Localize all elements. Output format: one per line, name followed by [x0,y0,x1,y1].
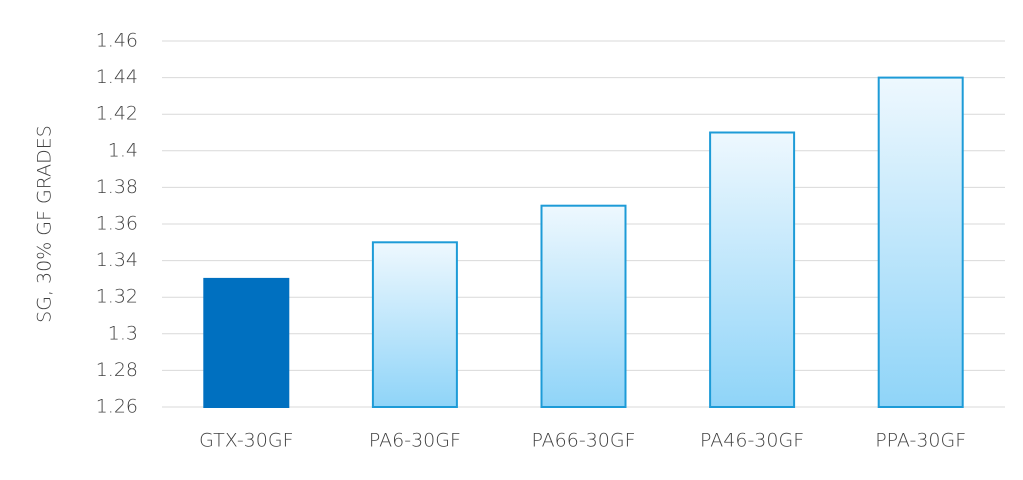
y-tick-label: 1.32 [96,286,138,308]
y-tick-label: 1.3 [108,322,138,344]
y-tick-label: 1.36 [96,213,138,235]
y-tick-label: 1.26 [96,396,138,418]
bar [877,76,964,408]
y-tick-label: 1.34 [96,249,138,271]
y-tick-label: 1.46 [96,30,138,52]
y-tick-label: 1.4 [108,139,138,161]
x-tick-label: PA66-30GF [531,430,635,452]
y-tick-label: 1.28 [96,359,138,381]
x-tick-label: PA46-30GF [700,430,804,452]
bar [371,241,458,408]
y-tick-label: 1.38 [96,176,138,198]
y-axis-label: SG, 30% GF GRADES [34,125,56,323]
y-tick-label: 1.44 [96,66,138,88]
bar [540,204,627,408]
x-tick-label: GTX-30GF [199,430,293,452]
x-tick-label: PA6-30GF [369,430,461,452]
bar [709,131,796,408]
y-tick-label: 1.42 [96,103,138,125]
x-tick-label: PPA-30GF [875,430,966,452]
bar [203,277,290,408]
